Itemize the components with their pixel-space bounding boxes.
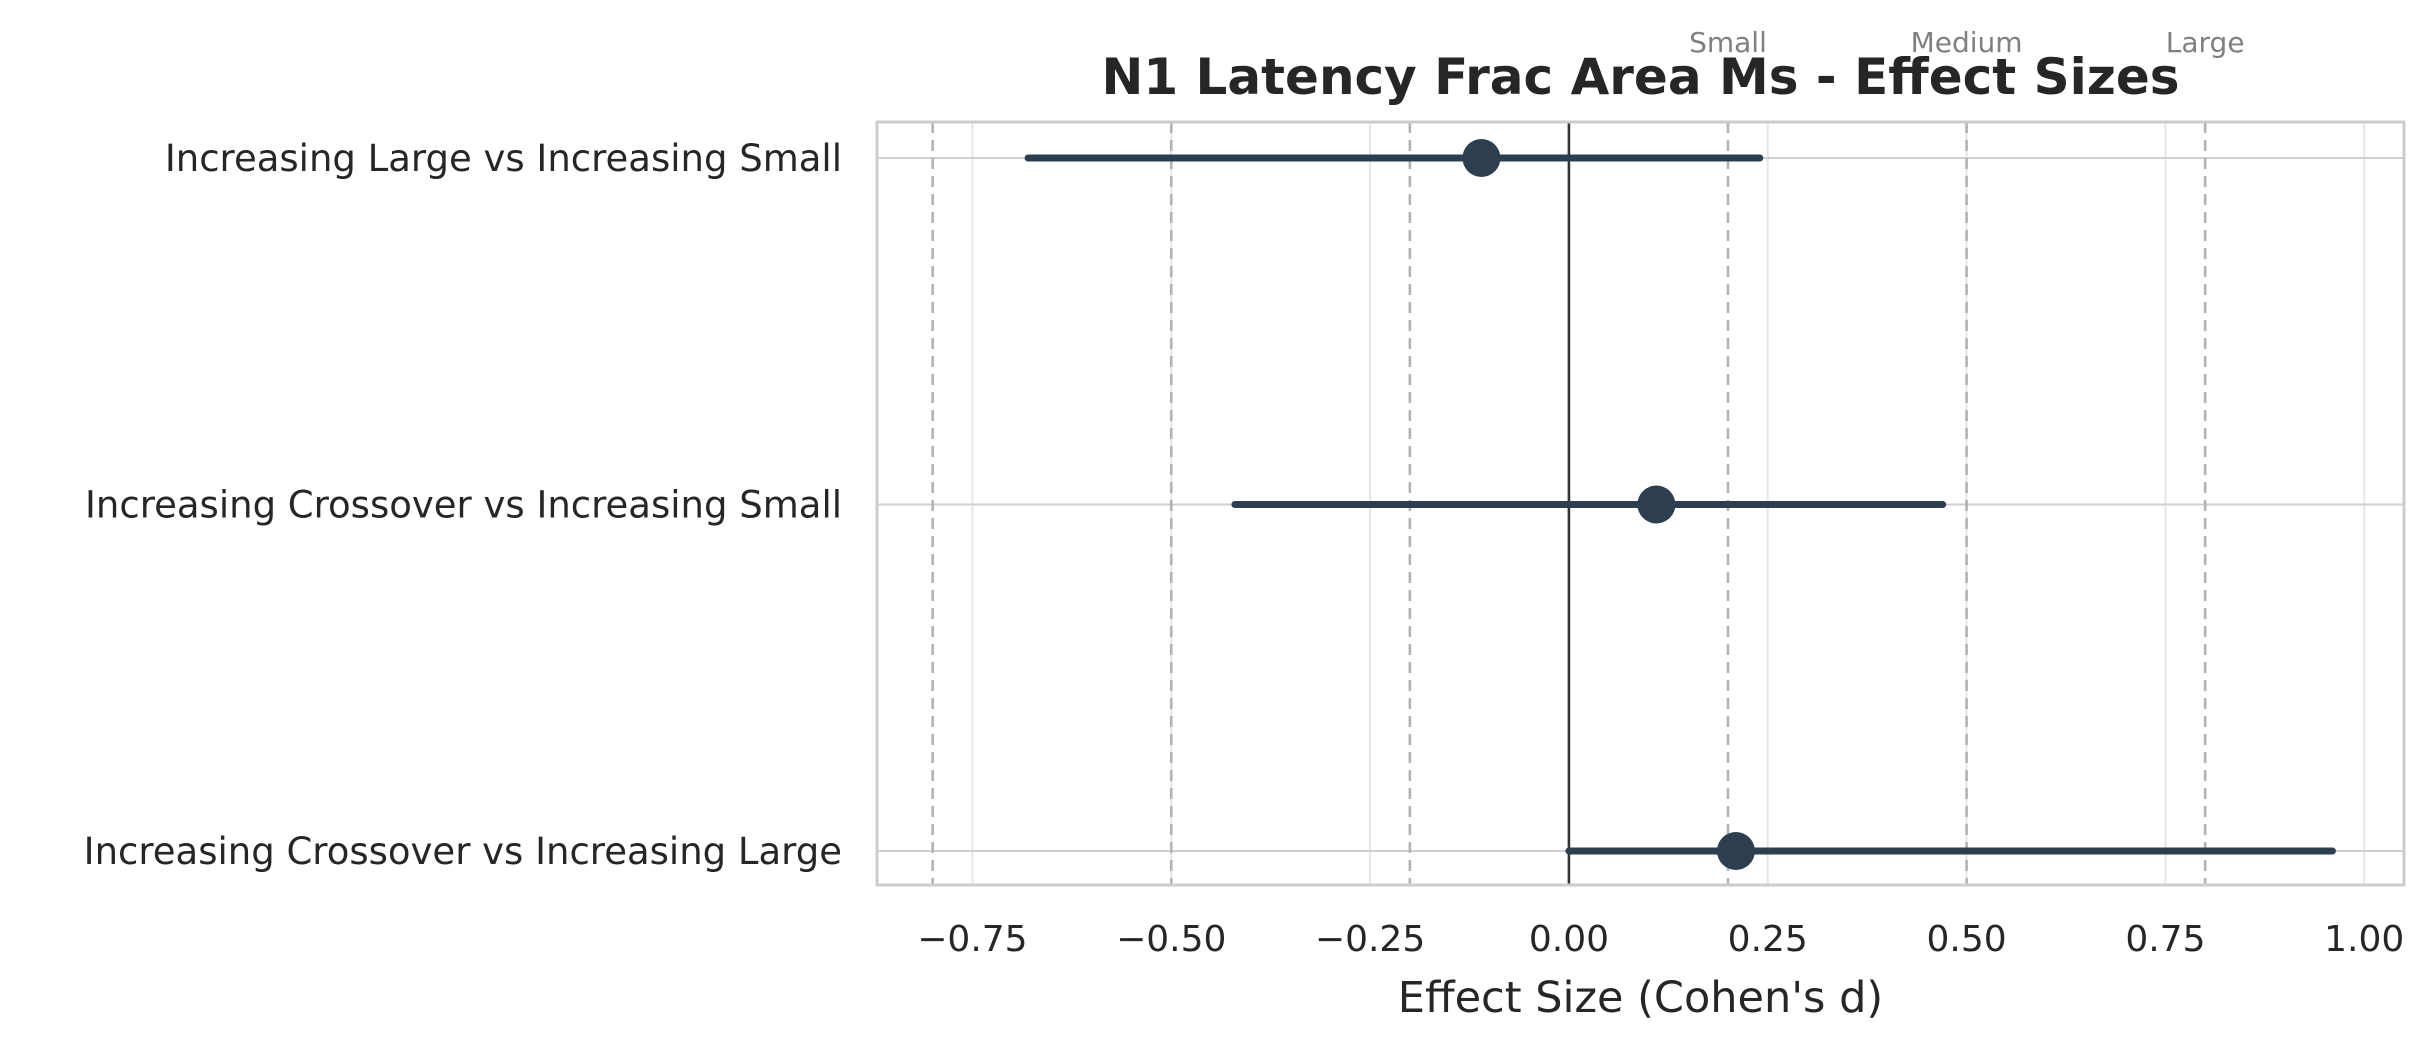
comparison-label-2: Increasing Crossover vs Increasing Large bbox=[84, 830, 842, 873]
reference-label-medium: Medium bbox=[1911, 26, 2023, 59]
plot-frame bbox=[875, 120, 2406, 887]
category-labels: Increasing Large vs Increasing Small Incr… bbox=[84, 137, 842, 873]
x-tick-label-5: 0.50 bbox=[1927, 919, 2007, 960]
effect-points bbox=[1462, 139, 1755, 870]
x-tick-label-3: 0.00 bbox=[1529, 919, 1609, 960]
confidence-intervals bbox=[1024, 154, 2336, 855]
reference-label-small: Small bbox=[1689, 26, 1767, 59]
x-tick-label-0: −0.75 bbox=[917, 919, 1027, 960]
effect-point-1 bbox=[1637, 485, 1676, 524]
effect-point-0 bbox=[1462, 139, 1501, 177]
reference-label-large: Large bbox=[2166, 26, 2245, 59]
x-axis-label: Effect Size (Cohen's d) bbox=[1398, 973, 1883, 1023]
x-tick-label-2: −0.25 bbox=[1315, 919, 1425, 960]
chart-title: N1 Latency Frac Area Ms - Effect Sizes bbox=[1101, 48, 2179, 106]
comparison-label-0: Increasing Large vs Increasing Small bbox=[165, 137, 842, 180]
effect-point-2 bbox=[1716, 832, 1755, 870]
x-tick-label-6: 0.75 bbox=[2125, 919, 2205, 960]
x-tick-label-1: −0.50 bbox=[1116, 919, 1226, 960]
x-tick-label-7: 1.00 bbox=[2324, 919, 2404, 960]
reference-labels: Small Medium Large bbox=[1689, 26, 2244, 59]
x-axis-ticks: −0.75 −0.50 −0.25 0.00 0.25 0.50 0.75 1.00 bbox=[917, 919, 2404, 960]
x-tick-label-4: 0.25 bbox=[1728, 919, 1808, 960]
comparison-label-1: Increasing Crossover vs Increasing Small bbox=[85, 484, 842, 527]
